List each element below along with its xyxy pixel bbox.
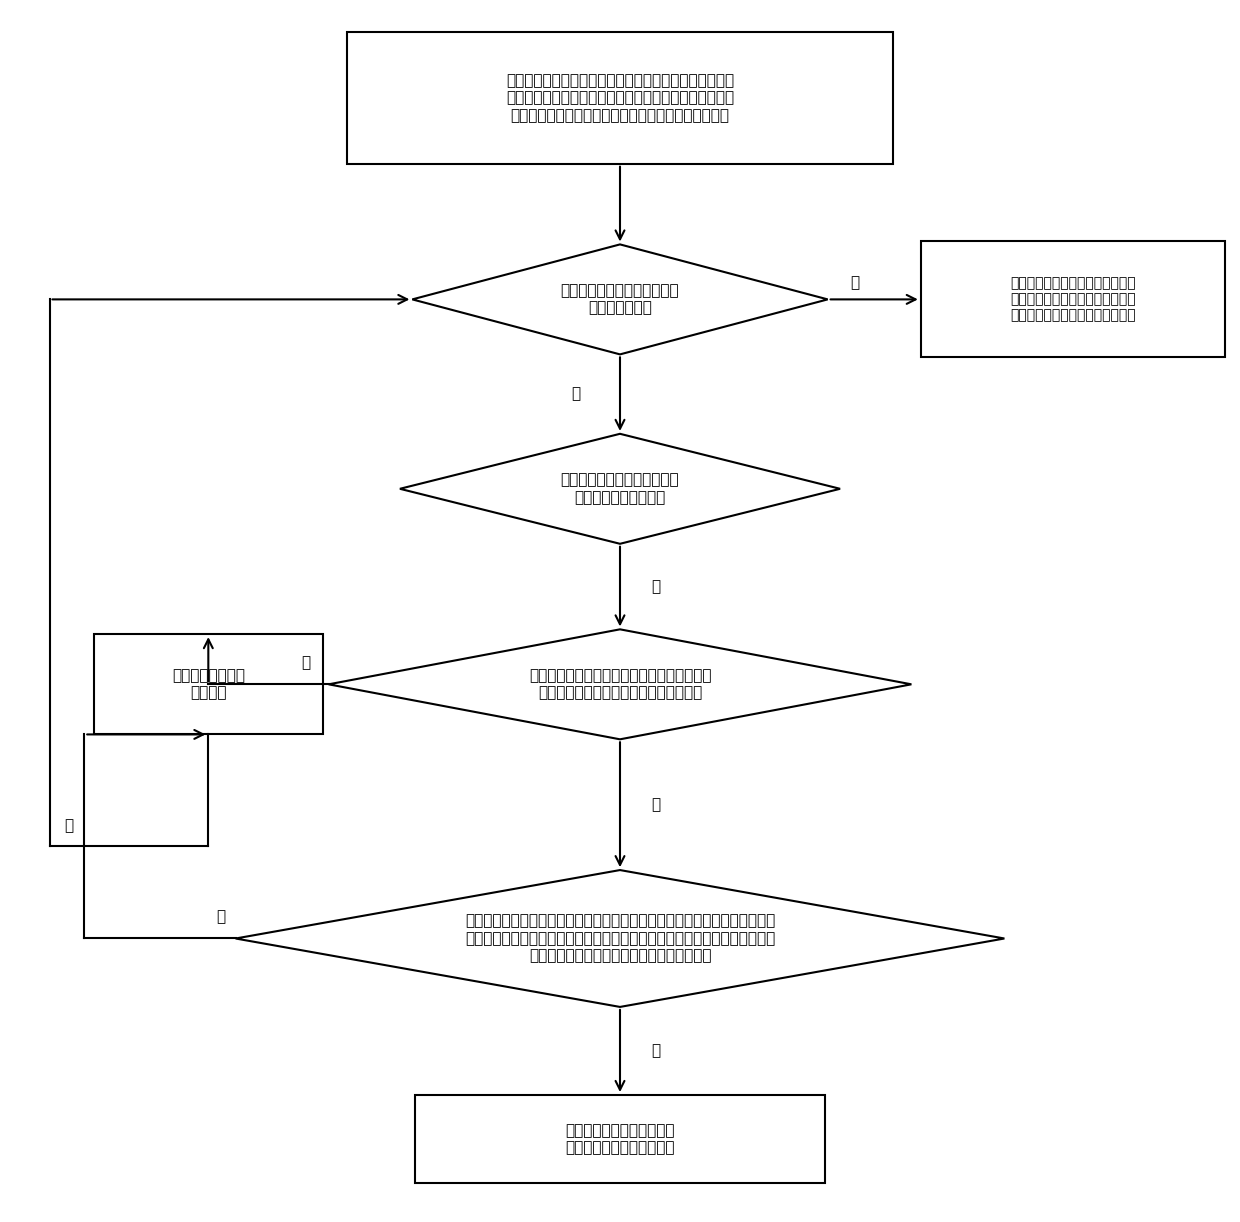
Text: 否: 否: [301, 655, 310, 670]
FancyBboxPatch shape: [415, 1095, 825, 1183]
Text: 根据多伽马光子符合事件中的每一个伽马光子事件计算放射性核素衰变所在的
投影线，计算到所有投影线距离之和最短的点的位置，并判断该点到任意一条
投影线的距离是否都小: 根据多伽马光子符合事件中的每一个伽马光子事件计算放射性核素衰变所在的 投影线，计…: [465, 914, 775, 963]
Text: 是: 是: [651, 579, 660, 594]
Polygon shape: [329, 629, 911, 739]
Text: 是: 是: [651, 797, 660, 813]
FancyBboxPatch shape: [920, 242, 1225, 357]
Text: 否: 否: [572, 386, 580, 402]
Polygon shape: [412, 244, 828, 354]
Text: 将根据所有多伽马光子符合事件计
算的放射性核素的衰变位置得到放
射性核素的在成像对象体内的分布: 将根据所有多伽马光子符合事件计 算的放射性核素的衰变位置得到放 射性核素的在成像…: [1009, 276, 1136, 323]
Text: 是: 是: [651, 1044, 660, 1058]
FancyBboxPatch shape: [347, 32, 893, 164]
Text: 启动成像系统，设定采集时间，设定符合时间窗窗宽；设
定能窗，设定用于多伽马光子符合事件有效性判断的长度
阈值；向成像对象注射多伽马光子同时发射放射性药物: 启动成像系统，设定采集时间，设定符合时间窗窗宽；设 定能窗，设定用于多伽马光子符…: [506, 73, 734, 122]
FancyBboxPatch shape: [94, 634, 322, 734]
Polygon shape: [236, 870, 1004, 1007]
Text: 否: 否: [217, 909, 226, 924]
Text: 舍弃该多伽马光子
符合事件: 舍弃该多伽马光子 符合事件: [172, 668, 244, 700]
Text: 否: 否: [64, 819, 73, 833]
Text: 记录放射性核素发生衰变的
位置为投影线的交点的位置: 记录放射性核素发生衰变的 位置为投影线的交点的位置: [565, 1123, 675, 1155]
Polygon shape: [399, 434, 841, 544]
Text: 是: 是: [851, 275, 859, 290]
Text: 时间符合模块判断是否探测到
多伽马光子符合事件？: 时间符合模块判断是否探测到 多伽马光子符合事件？: [560, 473, 680, 505]
Text: 判断多伽马光子符合事件中的每一个伽马光子
事件的能量是否分别在所设定的能窗内？: 判断多伽马光子符合事件中的每一个伽马光子 事件的能量是否分别在所设定的能窗内？: [528, 668, 712, 700]
Text: 根据所设定采集时间判断成像
过程是否完成？: 根据所设定采集时间判断成像 过程是否完成？: [560, 284, 680, 315]
